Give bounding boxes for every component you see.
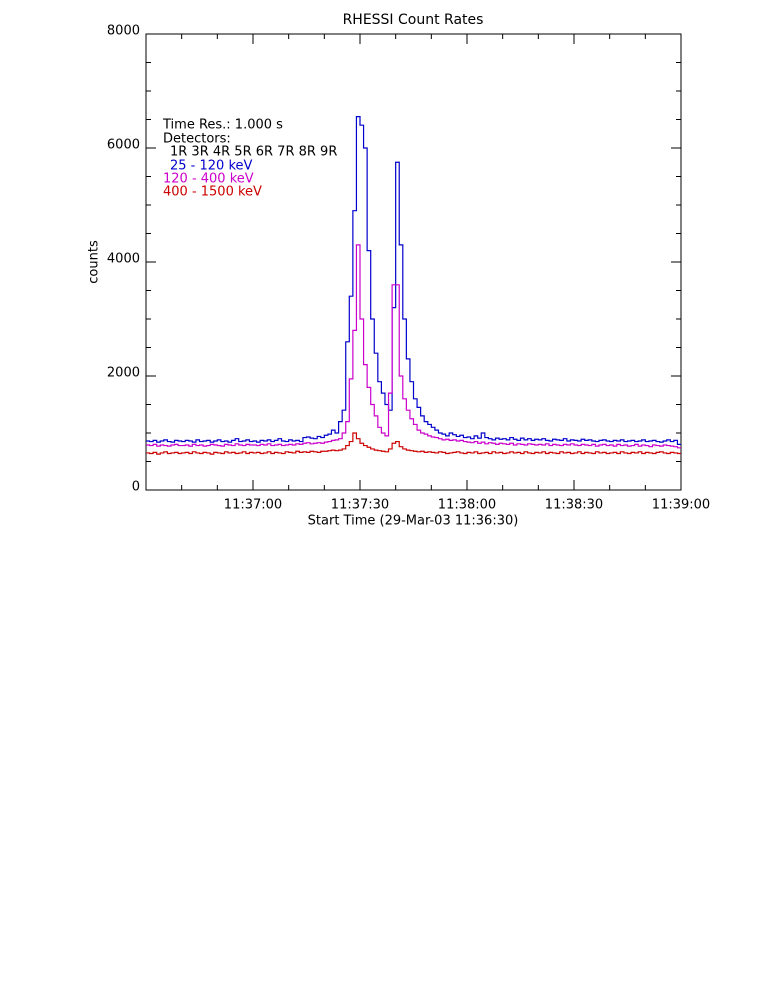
y-axis-label: counts <box>87 240 102 284</box>
x-axis-label: Start Time (29-Mar-03 11:36:30) <box>308 514 519 529</box>
annotation: Time Res.: 1.000 s <box>162 118 283 133</box>
y-tick-label: 4000 <box>107 252 140 267</box>
y-tick-label: 6000 <box>107 138 140 153</box>
legend-entry: 120 - 400 keV <box>163 172 254 187</box>
x-tick-label: 11:38:30 <box>545 498 603 513</box>
x-tick-label: 11:38:00 <box>438 498 496 513</box>
y-tick-label: 8000 <box>107 24 140 39</box>
x-tick-label: 11:37:30 <box>331 498 389 513</box>
annotation: Detectors: <box>163 132 231 147</box>
series-line <box>146 116 681 445</box>
x-tick-label: 11:37:00 <box>224 498 282 513</box>
y-tick-label: 0 <box>132 480 140 495</box>
x-tick-label: 11:39:00 <box>652 498 710 513</box>
chart-title: RHESSI Count Rates <box>343 12 484 28</box>
legend-entry: 400 - 1500 keV <box>163 185 262 200</box>
annotation: 1R 3R 4R 5R 6R 7R 8R 9R <box>170 145 337 160</box>
series-line <box>146 432 681 455</box>
legend-entry: 25 - 120 keV <box>170 159 253 174</box>
series-line <box>146 244 681 449</box>
y-tick-label: 2000 <box>107 366 140 381</box>
